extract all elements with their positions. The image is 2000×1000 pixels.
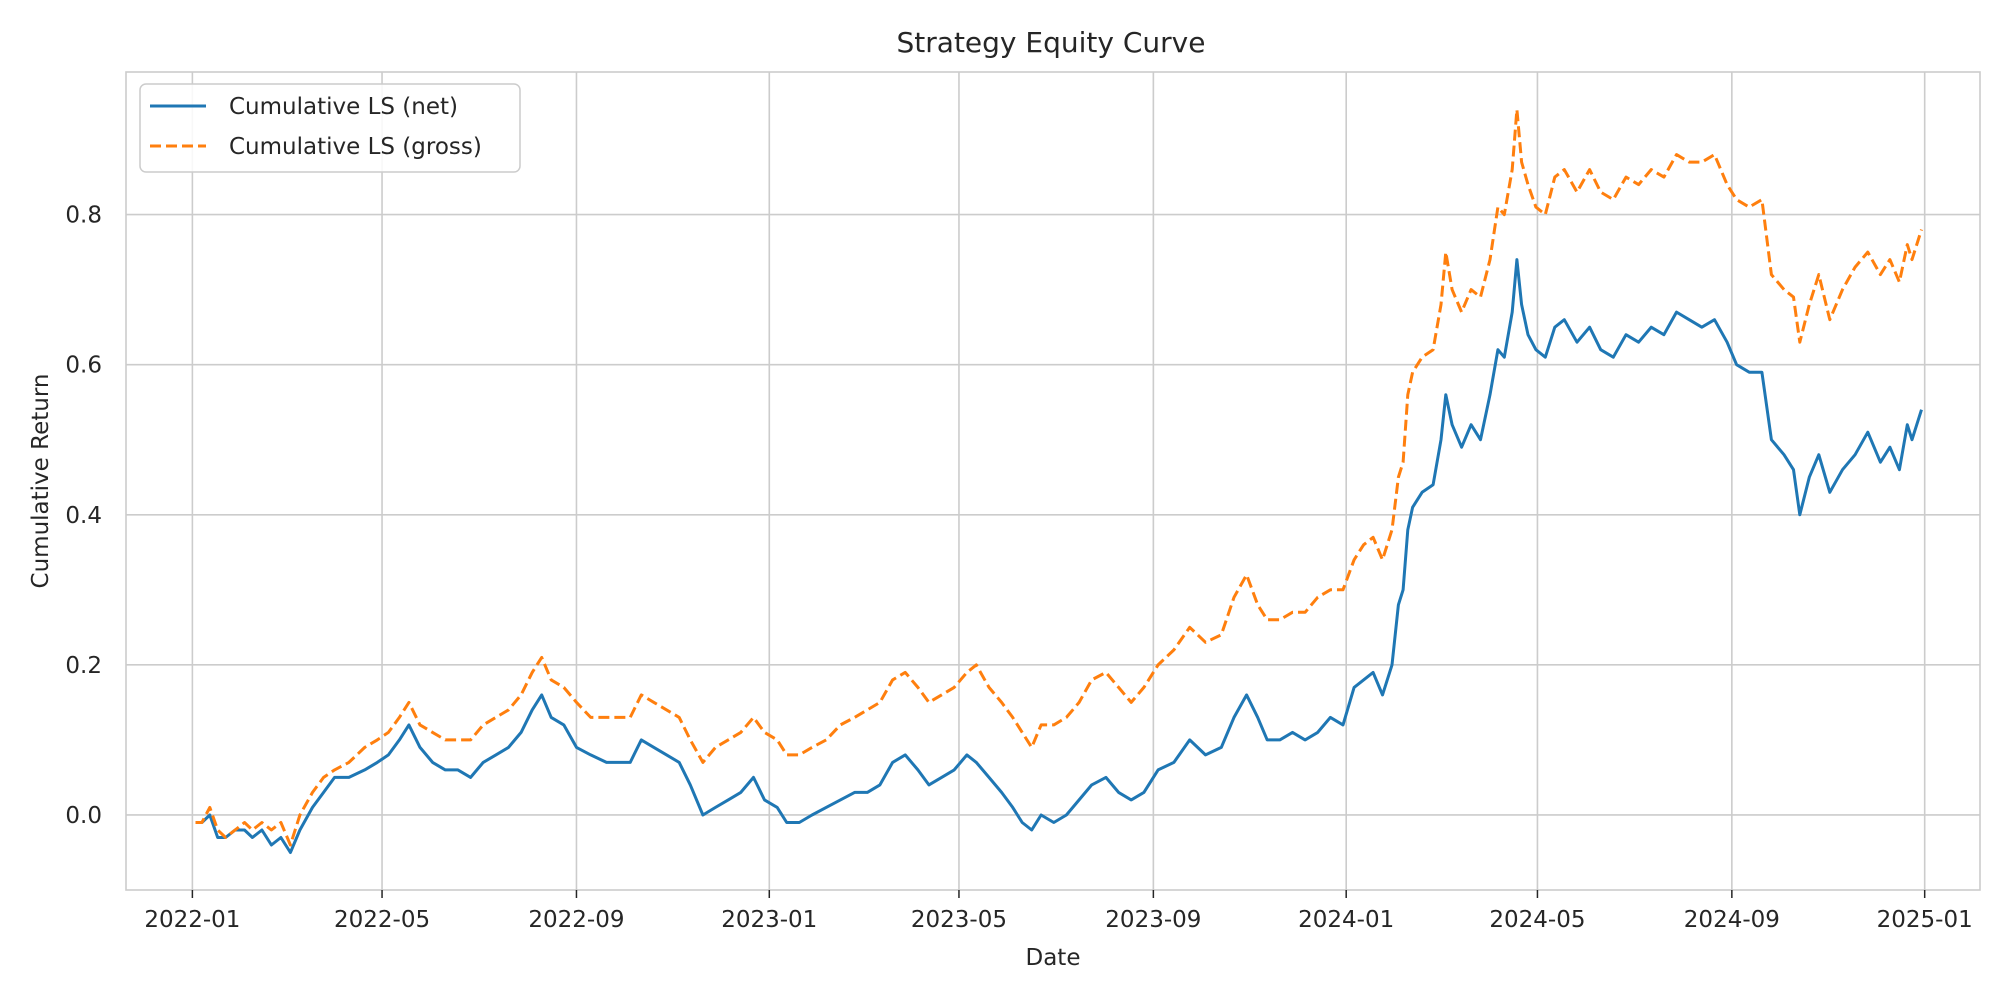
- x-tick-label: 2024-05: [1489, 907, 1585, 933]
- x-tick-label: 2024-09: [1684, 907, 1780, 933]
- y-tick-label: 0.6: [65, 353, 102, 379]
- x-tick-label: 2023-09: [1105, 907, 1201, 933]
- y-tick-label: 0.0: [65, 803, 102, 829]
- x-tick-label: 2022-09: [528, 907, 624, 933]
- x-tick-labels: 2022-01 2022-05 2022-09 2023-01 2023-05 2023-…: [144, 890, 1973, 933]
- series-line-gross: [195, 108, 1923, 847]
- series-lines: [195, 108, 1923, 854]
- legend-box: [139, 83, 521, 173]
- legend-label: Cumulative LS (gross): [229, 134, 482, 160]
- series-line-net: [195, 258, 1923, 854]
- y-tick-label: 0.4: [65, 503, 102, 529]
- legend: Cumulative LS (net) Cumulative LS (gross): [139, 83, 521, 173]
- x-axis-label: Date: [1026, 945, 1081, 971]
- x-tick-label: 2023-01: [721, 907, 817, 933]
- plot-area: [126, 72, 1980, 890]
- y-tick-labels: 0.0 0.2 0.4 0.6 0.8: [65, 203, 102, 829]
- legend-label: Cumulative LS (net): [229, 94, 458, 120]
- y-tick-label: 0.8: [65, 203, 102, 229]
- y-tick-label: 0.2: [65, 653, 102, 679]
- chart-title: Strategy Equity Curve: [897, 26, 1206, 59]
- x-tick-label: 2025-01: [1877, 907, 1973, 933]
- y-axis-label: Cumulative Return: [28, 374, 54, 589]
- plot-frame: [125, 71, 1981, 891]
- x-tick-label: 2022-01: [144, 907, 240, 933]
- x-tick-label: 2022-05: [334, 907, 430, 933]
- x-tick-label: 2024-01: [1298, 907, 1394, 933]
- x-tick-label: 2023-05: [911, 907, 1007, 933]
